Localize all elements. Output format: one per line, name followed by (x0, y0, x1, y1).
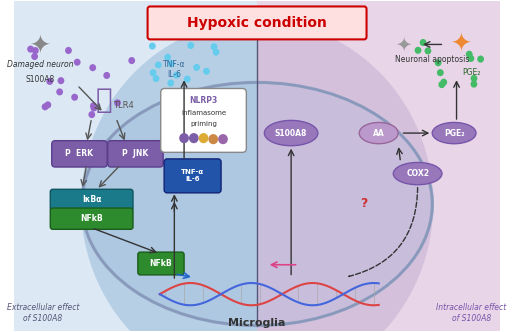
Circle shape (65, 47, 72, 54)
Circle shape (90, 102, 97, 109)
Circle shape (168, 60, 174, 67)
Circle shape (189, 133, 199, 143)
Ellipse shape (393, 162, 442, 185)
Text: ✦: ✦ (30, 35, 51, 59)
FancyArrowPatch shape (349, 188, 418, 277)
Circle shape (90, 105, 97, 112)
Wedge shape (257, 21, 433, 332)
FancyBboxPatch shape (50, 189, 133, 210)
Circle shape (203, 68, 210, 75)
Text: PGE₂: PGE₂ (444, 128, 464, 137)
Wedge shape (81, 21, 257, 332)
Circle shape (440, 79, 447, 86)
Circle shape (187, 42, 194, 49)
Circle shape (128, 57, 135, 64)
Ellipse shape (432, 123, 476, 144)
FancyBboxPatch shape (108, 141, 163, 167)
Circle shape (57, 77, 64, 84)
Circle shape (45, 101, 51, 109)
Text: Hypoxic condition: Hypoxic condition (187, 16, 327, 30)
Text: Microglia: Microglia (228, 318, 286, 328)
Text: S100A8: S100A8 (275, 128, 307, 137)
Circle shape (153, 75, 160, 82)
Text: COX2: COX2 (406, 169, 429, 178)
Text: TNF-α
IL-6: TNF-α IL-6 (181, 169, 204, 182)
Text: NFkB: NFkB (81, 214, 103, 223)
Circle shape (179, 133, 189, 143)
Text: TNF-α
IL-6: TNF-α IL-6 (163, 60, 186, 79)
Circle shape (470, 75, 478, 82)
Text: ?: ? (361, 198, 368, 210)
Circle shape (150, 69, 156, 76)
FancyBboxPatch shape (52, 141, 107, 167)
Text: IκBα: IκBα (82, 196, 102, 205)
Circle shape (420, 39, 426, 46)
Circle shape (213, 48, 220, 56)
Text: Intracellular effect
of S100A8: Intracellular effect of S100A8 (436, 303, 506, 323)
Circle shape (71, 94, 78, 101)
Circle shape (467, 55, 475, 62)
Circle shape (88, 111, 95, 118)
Circle shape (477, 55, 484, 63)
Circle shape (208, 134, 218, 144)
Text: P  JNK: P JNK (122, 149, 149, 158)
Circle shape (27, 45, 34, 53)
Text: ✦: ✦ (451, 33, 472, 56)
FancyBboxPatch shape (138, 252, 184, 275)
Text: NLRP3: NLRP3 (189, 96, 218, 105)
Text: S100A8: S100A8 (26, 75, 55, 84)
Circle shape (211, 43, 218, 50)
Circle shape (470, 81, 477, 88)
Text: priming: priming (190, 121, 217, 127)
Text: PGE₂: PGE₂ (462, 68, 480, 77)
FancyBboxPatch shape (14, 1, 257, 331)
FancyBboxPatch shape (148, 6, 366, 40)
FancyBboxPatch shape (164, 159, 221, 193)
Circle shape (439, 81, 445, 88)
Circle shape (56, 88, 63, 95)
Circle shape (103, 72, 110, 79)
Text: ✦: ✦ (395, 35, 411, 54)
Circle shape (193, 64, 200, 71)
FancyBboxPatch shape (50, 208, 133, 229)
Text: ⬧: ⬧ (95, 86, 112, 114)
Circle shape (149, 42, 156, 49)
Text: AA: AA (373, 128, 385, 137)
Circle shape (46, 78, 53, 85)
Circle shape (164, 54, 171, 61)
Circle shape (466, 51, 472, 58)
Ellipse shape (264, 121, 318, 146)
Text: Neuronal apoptosis: Neuronal apoptosis (395, 55, 469, 64)
FancyBboxPatch shape (257, 1, 500, 331)
Text: TLR4: TLR4 (113, 101, 133, 110)
Text: NFkB: NFkB (149, 259, 172, 268)
Circle shape (184, 75, 191, 83)
Circle shape (42, 103, 49, 110)
Circle shape (173, 72, 180, 79)
Circle shape (415, 47, 422, 54)
Circle shape (167, 79, 174, 87)
Text: inflamasome: inflamasome (181, 110, 226, 116)
Circle shape (199, 133, 208, 143)
Text: Damaged neuron: Damaged neuron (7, 60, 74, 69)
Circle shape (32, 47, 39, 54)
Circle shape (31, 53, 38, 60)
Circle shape (74, 59, 81, 66)
Ellipse shape (82, 82, 432, 326)
Circle shape (89, 64, 96, 71)
Circle shape (437, 69, 444, 76)
Circle shape (424, 47, 431, 54)
FancyBboxPatch shape (161, 89, 246, 152)
Text: P  ERK: P ERK (66, 149, 93, 158)
Circle shape (114, 99, 121, 106)
Circle shape (155, 61, 162, 68)
Circle shape (218, 134, 228, 144)
Ellipse shape (359, 123, 398, 144)
Circle shape (435, 59, 442, 66)
Text: Extracellular effect
of S100A8: Extracellular effect of S100A8 (7, 303, 79, 323)
